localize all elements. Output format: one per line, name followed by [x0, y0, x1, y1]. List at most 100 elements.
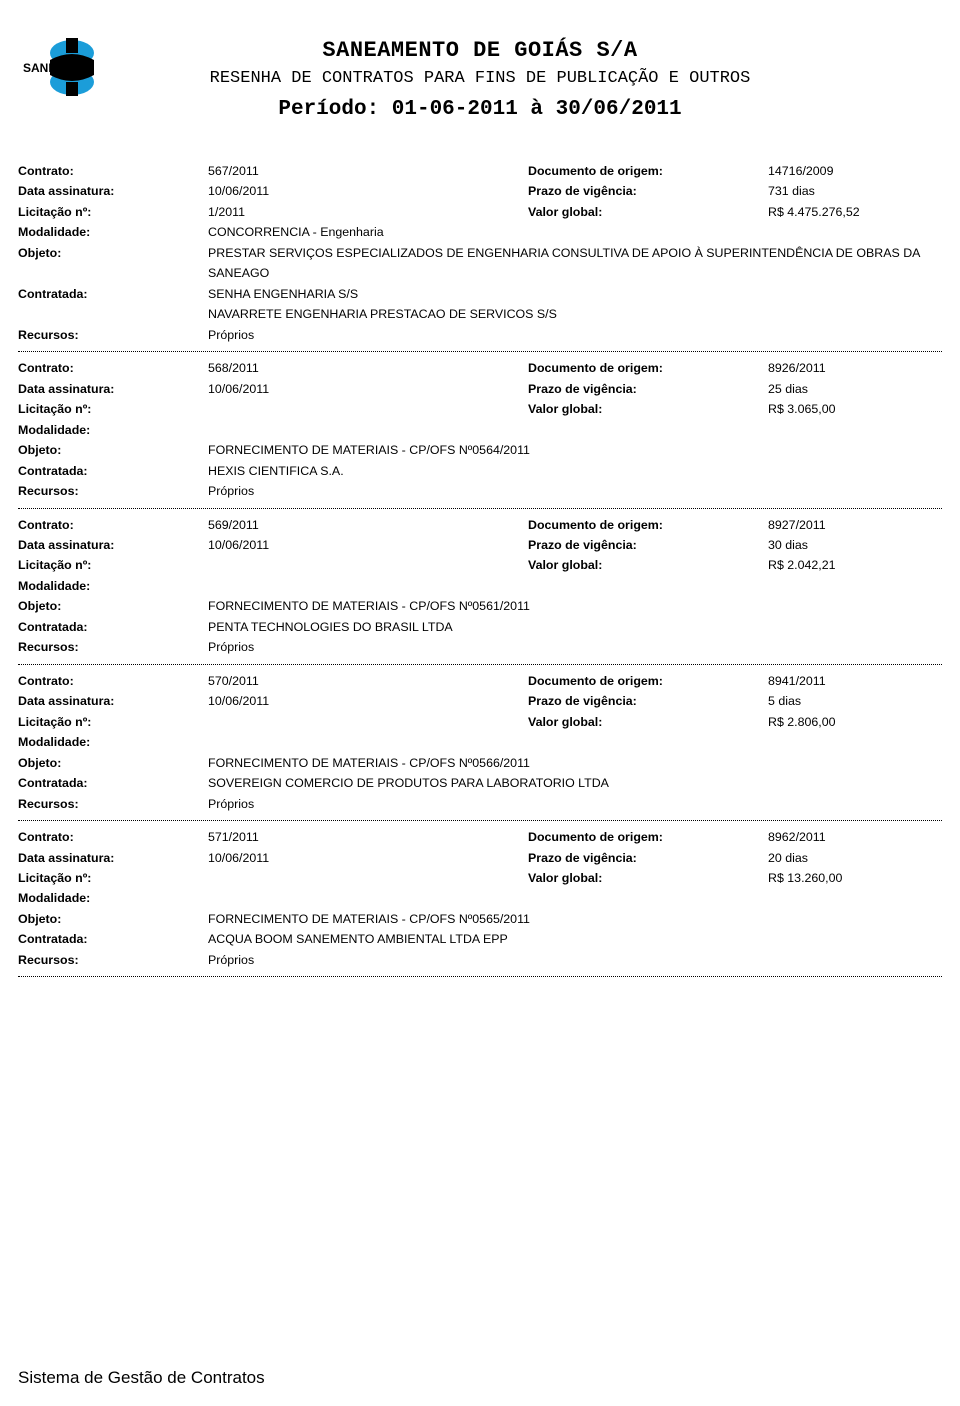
label-documento-origem: Documento de origem: [528, 161, 768, 181]
value-documento-origem: 8941/2011 [768, 671, 942, 691]
value-contrato: 570/2011 [208, 671, 528, 691]
value-prazo-vigencia: 731 dias [768, 181, 942, 201]
value-modalidade: CONCORRENCIA - Engenharia [208, 222, 942, 242]
value-valor-global: R$ 2.042,21 [768, 555, 942, 575]
contract-separator [18, 664, 942, 665]
label-contrato: Contrato: [18, 671, 208, 691]
label-valor-global: Valor global: [528, 202, 768, 222]
contract-block: Contrato:568/2011Documento de origem:892… [18, 358, 942, 501]
value-data-assinatura: 10/06/2011 [208, 181, 528, 201]
label-modalidade: Modalidade: [18, 576, 208, 596]
value-modalidade [208, 888, 942, 908]
label-recursos: Recursos: [18, 325, 208, 345]
value-contratada: ACQUA BOOM SANEMENTO AMBIENTAL LTDA EPP [208, 929, 942, 949]
company-logo: SANEAGO [20, 38, 106, 96]
label-recursos: Recursos: [18, 481, 208, 501]
value-recursos: Próprios [208, 325, 942, 345]
value-prazo-vigencia: 20 dias [768, 848, 942, 868]
label-data-assinatura: Data assinatura: [18, 691, 208, 711]
label-licitacao: Licitação nº: [18, 399, 208, 419]
label-prazo-vigencia: Prazo de vigência: [528, 691, 768, 711]
contract-separator [18, 820, 942, 821]
value-contratada: SOVEREIGN COMERCIO DE PRODUTOS PARA LABO… [208, 773, 942, 793]
document-subtitle: RESENHA DE CONTRATOS PARA FINS DE PUBLIC… [18, 69, 942, 88]
contract-block: Contrato:570/2011Documento de origem:894… [18, 671, 942, 814]
value-valor-global: R$ 13.260,00 [768, 868, 942, 888]
label-contratada: Contratada: [18, 284, 208, 304]
label-objeto: Objeto: [18, 753, 208, 773]
label-valor-global: Valor global: [528, 868, 768, 888]
value-objeto: PRESTAR SERVIÇOS ESPECIALIZADOS DE ENGEN… [208, 243, 942, 284]
value-recursos: Próprios [208, 481, 942, 501]
contracts-list: Contrato:567/2011Documento de origem:147… [18, 161, 942, 977]
label-licitacao: Licitação nº: [18, 202, 208, 222]
label-contratada: Contratada: [18, 617, 208, 637]
value-licitacao [208, 868, 528, 888]
label-valor-global: Valor global: [528, 399, 768, 419]
value-prazo-vigencia: 25 dias [768, 379, 942, 399]
contract-block: Contrato:567/2011Documento de origem:147… [18, 161, 942, 345]
label-documento-origem: Documento de origem: [528, 671, 768, 691]
value-documento-origem: 8962/2011 [768, 827, 942, 847]
document-period: Período: 01-06-2011 à 30/06/2011 [18, 98, 942, 121]
label-data-assinatura: Data assinatura: [18, 848, 208, 868]
label-contratada: Contratada: [18, 461, 208, 481]
footer-text: Sistema de Gestão de Contratos [18, 1368, 265, 1388]
contract-block: Contrato:571/2011Documento de origem:896… [18, 827, 942, 970]
value-objeto: FORNECIMENTO DE MATERIAIS - CP/OFS Nº056… [208, 909, 942, 929]
label-contratada [18, 304, 208, 324]
label-documento-origem: Documento de origem: [528, 515, 768, 535]
label-recursos: Recursos: [18, 794, 208, 814]
value-data-assinatura: 10/06/2011 [208, 379, 528, 399]
logo-text: SANEAGO [23, 61, 84, 75]
value-contratada: PENTA TECHNOLOGIES DO BRASIL LTDA [208, 617, 942, 637]
label-data-assinatura: Data assinatura: [18, 181, 208, 201]
value-recursos: Próprios [208, 794, 942, 814]
value-recursos: Próprios [208, 950, 942, 970]
value-contratada: NAVARRETE ENGENHARIA PRESTACAO DE SERVIC… [208, 304, 942, 324]
label-modalidade: Modalidade: [18, 888, 208, 908]
contract-block: Contrato:569/2011Documento de origem:892… [18, 515, 942, 658]
label-prazo-vigencia: Prazo de vigência: [528, 181, 768, 201]
value-contrato: 568/2011 [208, 358, 528, 378]
value-contrato: 569/2011 [208, 515, 528, 535]
contract-separator [18, 508, 942, 509]
document-page: SANEAGO SANEAMENTO DE GOIÁS S/A RESENHA … [0, 0, 960, 1406]
value-modalidade [208, 576, 942, 596]
label-objeto: Objeto: [18, 440, 208, 460]
label-modalidade: Modalidade: [18, 732, 208, 752]
company-name: SANEAMENTO DE GOIÁS S/A [18, 38, 942, 63]
value-modalidade [208, 420, 942, 440]
value-valor-global: R$ 3.065,00 [768, 399, 942, 419]
value-licitacao [208, 712, 528, 732]
value-licitacao [208, 399, 528, 419]
value-licitacao: 1/2011 [208, 202, 528, 222]
label-prazo-vigencia: Prazo de vigência: [528, 535, 768, 555]
value-valor-global: R$ 2.806,00 [768, 712, 942, 732]
value-contrato: 571/2011 [208, 827, 528, 847]
value-documento-origem: 8926/2011 [768, 358, 942, 378]
value-objeto: FORNECIMENTO DE MATERIAIS - CP/OFS Nº056… [208, 440, 942, 460]
label-recursos: Recursos: [18, 637, 208, 657]
label-contrato: Contrato: [18, 161, 208, 181]
label-modalidade: Modalidade: [18, 222, 208, 242]
value-objeto: FORNECIMENTO DE MATERIAIS - CP/OFS Nº056… [208, 596, 942, 616]
contract-separator [18, 351, 942, 352]
label-objeto: Objeto: [18, 243, 208, 284]
value-documento-origem: 14716/2009 [768, 161, 942, 181]
label-prazo-vigencia: Prazo de vigência: [528, 379, 768, 399]
value-documento-origem: 8927/2011 [768, 515, 942, 535]
value-modalidade [208, 732, 942, 752]
value-contrato: 567/2011 [208, 161, 528, 181]
value-valor-global: R$ 4.475.276,52 [768, 202, 942, 222]
value-licitacao [208, 555, 528, 575]
label-contratada: Contratada: [18, 929, 208, 949]
label-valor-global: Valor global: [528, 555, 768, 575]
value-prazo-vigencia: 30 dias [768, 535, 942, 555]
label-data-assinatura: Data assinatura: [18, 379, 208, 399]
label-contrato: Contrato: [18, 358, 208, 378]
label-objeto: Objeto: [18, 596, 208, 616]
label-prazo-vigencia: Prazo de vigência: [528, 848, 768, 868]
value-data-assinatura: 10/06/2011 [208, 848, 528, 868]
label-documento-origem: Documento de origem: [528, 827, 768, 847]
